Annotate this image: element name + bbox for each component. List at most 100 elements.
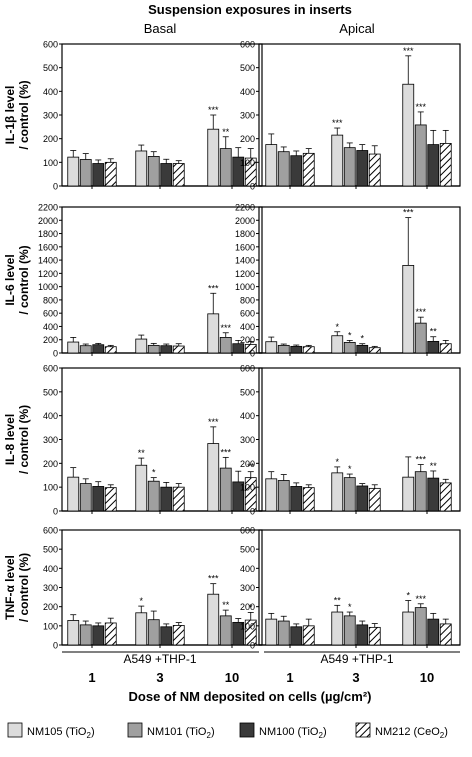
y-tick-label: 600 [240,40,255,50]
significance-label: ** [222,127,230,137]
dose-label: 1 [88,670,95,685]
bar [290,486,303,512]
bar [331,134,344,187]
row-label-line2: / control (%) [17,553,31,622]
y-tick-label: 100 [43,158,58,168]
bar [79,483,92,512]
bar [343,615,356,646]
y-tick-label: 1800 [38,229,58,239]
significance-label: *** [415,307,426,317]
y-tick-label: 200 [43,602,58,612]
legend-label-name: NM100 (TiO [259,726,319,738]
bar [331,611,344,646]
y-tick-label: 200 [43,134,58,144]
y-tick-label: 400 [43,87,58,97]
y-tick-label: 600 [240,364,255,374]
row-label: IL-6 level/ control (%) [3,245,31,314]
bar [439,482,452,512]
bar [67,476,80,512]
y-tick-label: 500 [43,63,58,73]
bar [427,144,440,187]
y-tick-label: 0 [53,182,58,192]
significance-label: *** [403,208,414,218]
significance-label: *** [220,323,231,333]
bar [79,624,92,646]
panel-tnf-basal: 0 100 200 300 400 500 600 TNF-α level/ control … [3,526,263,651]
bar [439,623,452,646]
legend-label: NM101 (TiO2) [147,726,215,740]
y-tick-label: 800 [43,295,58,305]
legend-swatch [7,722,23,738]
bar [277,620,290,646]
bar [402,264,415,354]
significance-label: *** [403,46,414,56]
significance-label: * [348,602,352,612]
bar [290,626,303,646]
bar [368,347,381,354]
y-tick-label: 0 [250,349,255,359]
y-tick-label: 1000 [38,282,58,292]
y-tick-label: 100 [240,483,255,493]
bar [219,148,232,187]
bar [290,345,303,354]
y-tick-label: 1200 [38,269,58,279]
bar [219,467,232,512]
bar [207,443,220,512]
legend-label-sub: 2 [207,731,212,740]
legend-label-sub: 2 [87,731,92,740]
significance-label: ** [247,462,255,472]
significance-label: ** [430,461,438,471]
significance-label: *** [208,283,219,293]
bar [402,476,415,512]
bar [135,338,148,354]
legend-swatch [355,722,371,738]
y-tick-label: 500 [240,63,255,73]
bar [302,346,315,354]
column-title-apical: Apical [339,21,375,36]
bar [104,622,117,646]
significance-label: * [152,468,156,478]
y-tick-label: 100 [240,621,255,631]
row-label-line1: IL-8 level [3,414,17,465]
y-tick-label: 200 [240,134,255,144]
bar [207,313,220,354]
bar [277,151,290,187]
bar [427,340,440,354]
legend-label: NM212 (CeO2) [375,726,448,740]
panel-il1-basal: 0 100 200 300 400 500 600 IL-1β level/ control … [3,40,263,192]
y-tick-label: 300 [43,435,58,445]
panel-il1-apical: 0 100 200 300 400 500 600 *** *** *** [240,40,461,192]
significance-label: *** [332,118,343,128]
y-tick-label: 2000 [235,216,255,226]
row-label-line2: / control (%) [17,245,31,314]
y-tick-label: 1000 [235,282,255,292]
row-label-line2: / control (%) [17,405,31,474]
dose-label: 3 [352,670,359,685]
legend-label-sub: 2 [440,731,445,740]
y-tick-label: 200 [43,335,58,345]
y-tick-label: 600 [240,309,255,319]
y-tick-label: 600 [43,526,58,536]
bar [92,486,105,512]
panels-group: 0 100 200 300 400 500 600 IL-1β level / control … [3,40,461,651]
bar [265,618,278,646]
significance-label: ** [334,595,342,605]
significance-label: * [249,602,253,612]
dose-label: 10 [420,670,434,685]
bar [343,477,356,512]
y-tick-label: 400 [240,564,255,574]
significance-label: * [335,322,339,332]
significance-label: *** [208,105,219,115]
y-tick-label: 500 [240,387,255,397]
significance-label: * [335,457,339,467]
significance-label: *** [208,574,219,584]
row-label-line1: IL-1β level [3,86,17,145]
y-tick-label: 300 [240,435,255,445]
bar [172,163,185,187]
bar [414,124,427,187]
bar [356,485,369,512]
bar [402,611,415,646]
y-tick-label: 600 [43,364,58,374]
y-tick-label: 0 [53,507,58,517]
